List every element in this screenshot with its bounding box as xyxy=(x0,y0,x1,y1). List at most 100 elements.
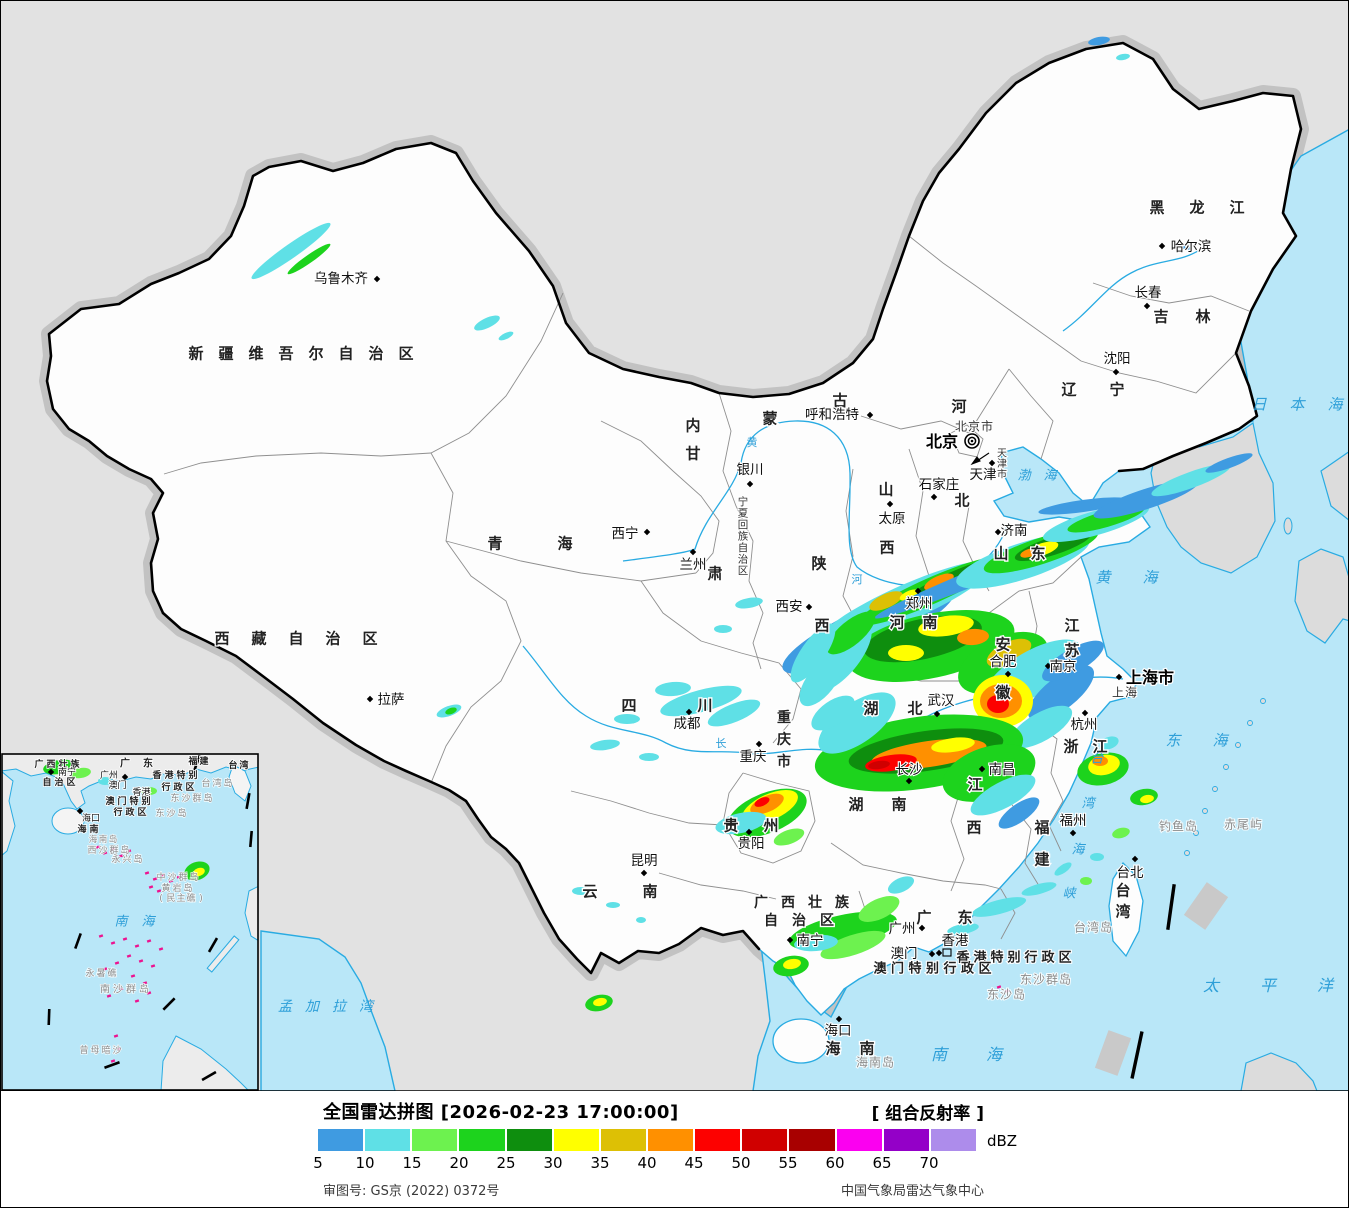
province-label: 藏 xyxy=(251,629,266,647)
radar-echo xyxy=(820,930,886,960)
province-label: 吉 xyxy=(1153,307,1168,325)
province-label: 东 xyxy=(143,757,153,770)
island-label: 东 xyxy=(1020,972,1032,986)
radar-echo xyxy=(811,695,855,731)
dash-bar xyxy=(74,933,82,949)
province-label: 澳 xyxy=(873,961,887,977)
island-label: 礁 xyxy=(186,892,195,904)
province-label: 北 xyxy=(907,699,922,717)
island-label: 海 xyxy=(856,1054,868,1069)
sea-label: 日 xyxy=(1251,395,1267,413)
south-china-sea-inset: 广西壮族自治区广东福建台湾香港特别行政区澳 门香 港澳门特别行政区东沙群岛东沙岛台湾… xyxy=(1,753,259,1091)
city-dot xyxy=(640,869,648,877)
province-label: 香 xyxy=(151,769,162,781)
radar-echo xyxy=(826,611,876,655)
island-label: 暗 xyxy=(101,1044,110,1056)
legend-tick: 15 xyxy=(402,1154,422,1172)
island-mark xyxy=(160,873,166,877)
radar-echo xyxy=(1092,756,1108,766)
dash-bar xyxy=(201,1070,217,1082)
province-label: 别 xyxy=(1006,951,1020,966)
city-label: 西宁 xyxy=(612,525,639,542)
island-label: 西 xyxy=(87,845,96,856)
island-label: 湾 xyxy=(212,777,221,789)
city-label: 海口 xyxy=(82,812,100,824)
sea-label: 海 xyxy=(1142,568,1159,586)
province-label: 特 xyxy=(176,769,185,781)
sea-label: 本 xyxy=(1289,395,1306,413)
province-label: 区 xyxy=(1058,951,1071,966)
small-island xyxy=(1212,786,1218,792)
radar-echo xyxy=(947,923,979,935)
sea-label: 黄 xyxy=(1095,568,1112,586)
island-label: 岛 xyxy=(203,792,212,804)
legend-segment xyxy=(459,1129,505,1151)
province-label: 西 xyxy=(879,538,894,556)
city-label: 长春 xyxy=(1135,285,1163,301)
island-mark xyxy=(102,851,108,855)
radar-echo xyxy=(1021,882,1057,896)
radar-echo xyxy=(251,222,331,280)
province-label: 西 xyxy=(46,759,55,770)
island-label: 岩 xyxy=(172,882,181,894)
radar-echo xyxy=(998,797,1040,829)
legend-tick: 65 xyxy=(872,1154,892,1172)
island-label: 岛 xyxy=(882,1054,894,1069)
radar-echo xyxy=(750,793,784,815)
radar-echo xyxy=(614,714,640,724)
island-label: 民 xyxy=(166,893,175,904)
city-dot xyxy=(930,493,938,501)
province-label: 西 xyxy=(214,629,229,647)
province-label: 政 xyxy=(173,781,183,793)
province-label: 徽 xyxy=(994,683,1011,701)
island-mark xyxy=(118,854,124,858)
province-label: 族 xyxy=(70,758,80,770)
dash-bar xyxy=(249,830,253,848)
radar-echo xyxy=(1205,453,1253,473)
island-mark xyxy=(106,994,112,998)
radar-echo xyxy=(986,638,1032,668)
radar-echo xyxy=(794,934,838,952)
province-label: 东 xyxy=(957,908,972,926)
province-label: 区 xyxy=(362,629,377,647)
tianjin-arrow xyxy=(970,452,990,466)
province-label: 江 xyxy=(1064,616,1079,634)
island-label: 钓 xyxy=(1159,819,1171,833)
province-label: 特 xyxy=(908,961,921,977)
province-label: 湾 xyxy=(239,759,248,771)
city-label: 兰州 xyxy=(680,557,707,573)
island-label: 中 xyxy=(156,871,165,883)
island-mark xyxy=(168,879,174,883)
province-label: 江 xyxy=(1229,198,1244,216)
legend-tick: 40 xyxy=(637,1154,657,1172)
legend-tick: 60 xyxy=(825,1154,845,1172)
dash-bar xyxy=(245,792,251,810)
province-label: 广 xyxy=(34,758,43,770)
legend-tick: 70 xyxy=(919,1154,939,1172)
legend-segment xyxy=(318,1129,364,1151)
city-label: 南宁 xyxy=(58,766,76,778)
city-dot xyxy=(685,708,693,716)
province-label: 台 xyxy=(1115,881,1130,899)
island-label: 母 xyxy=(90,1045,99,1056)
legend-segment xyxy=(883,1129,929,1151)
legend-segment xyxy=(412,1129,458,1151)
province-label: 川 xyxy=(696,696,712,714)
province-label: 北 xyxy=(955,419,967,433)
province-label: 行 xyxy=(160,781,170,793)
city-dot xyxy=(1069,829,1077,837)
province-label: 尔 xyxy=(308,344,323,362)
province-label: 肃 xyxy=(707,564,722,582)
province-label: 族 xyxy=(738,529,749,542)
city-dot xyxy=(988,459,996,467)
radar-echo xyxy=(869,591,903,611)
radar-echo xyxy=(1099,736,1119,750)
radar-echo xyxy=(1090,853,1104,861)
province-label: 海 xyxy=(77,823,86,835)
province-label: 海 xyxy=(825,1039,840,1057)
province-label: 壮 xyxy=(808,894,822,911)
province-label: 治 xyxy=(54,776,63,788)
province-label: 州 xyxy=(762,816,778,834)
small-island xyxy=(1260,698,1266,704)
province-label: 行 xyxy=(942,961,956,977)
